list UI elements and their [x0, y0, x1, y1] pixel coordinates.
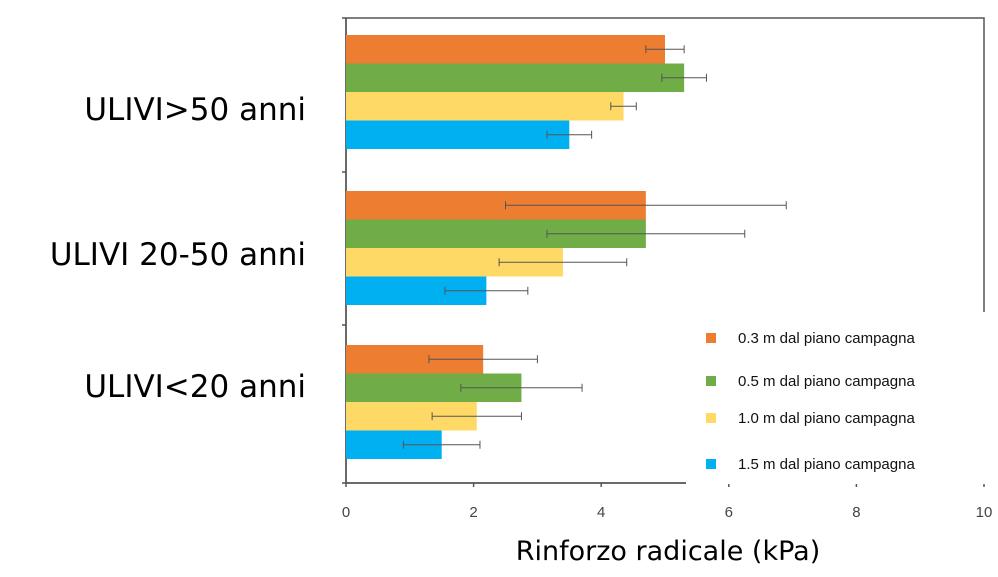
bar: [346, 92, 624, 121]
x-tick-label: 4: [597, 504, 605, 521]
category-label: ULIVI 20-50 anni: [50, 237, 306, 273]
legend-label: 1.0 m dal piano campagna: [738, 410, 915, 427]
legend-label: 1.5 m dal piano campagna: [738, 456, 915, 473]
x-tick-label: 0: [342, 504, 350, 521]
legend-swatch: [706, 376, 716, 386]
x-tick-label: 2: [469, 504, 477, 521]
legend-swatch: [706, 333, 716, 343]
error-bars-layer: [402, 45, 787, 449]
bar: [346, 120, 570, 149]
legend-swatch: [706, 413, 716, 423]
x-tick-label: 8: [852, 504, 860, 521]
bars-layer: [346, 35, 685, 459]
legend-box: [686, 312, 986, 484]
category-label: ULIVI>50 anni: [84, 92, 306, 128]
bar: [346, 63, 685, 92]
legend-label: 0.5 m dal piano campagna: [738, 373, 915, 390]
legend-label: 0.3 m dal piano campagna: [738, 330, 915, 347]
x-axis-label: Rinforzo radicale (kPa): [516, 536, 820, 567]
category-label: ULIVI<20 anni: [84, 369, 306, 405]
x-axis-ticks: 0 2 4 6 8 10: [342, 483, 993, 521]
legend-swatch: [706, 459, 716, 469]
x-tick-label: 10: [976, 504, 993, 521]
category-labels: ULIVI>50 anni ULIVI 20-50 anni ULIVI<20 an…: [50, 92, 306, 405]
bar: [346, 35, 665, 64]
legend: 0.3 m dal piano campagna 0.5 m dal piano …: [686, 312, 986, 484]
x-tick-label: 6: [725, 504, 733, 521]
